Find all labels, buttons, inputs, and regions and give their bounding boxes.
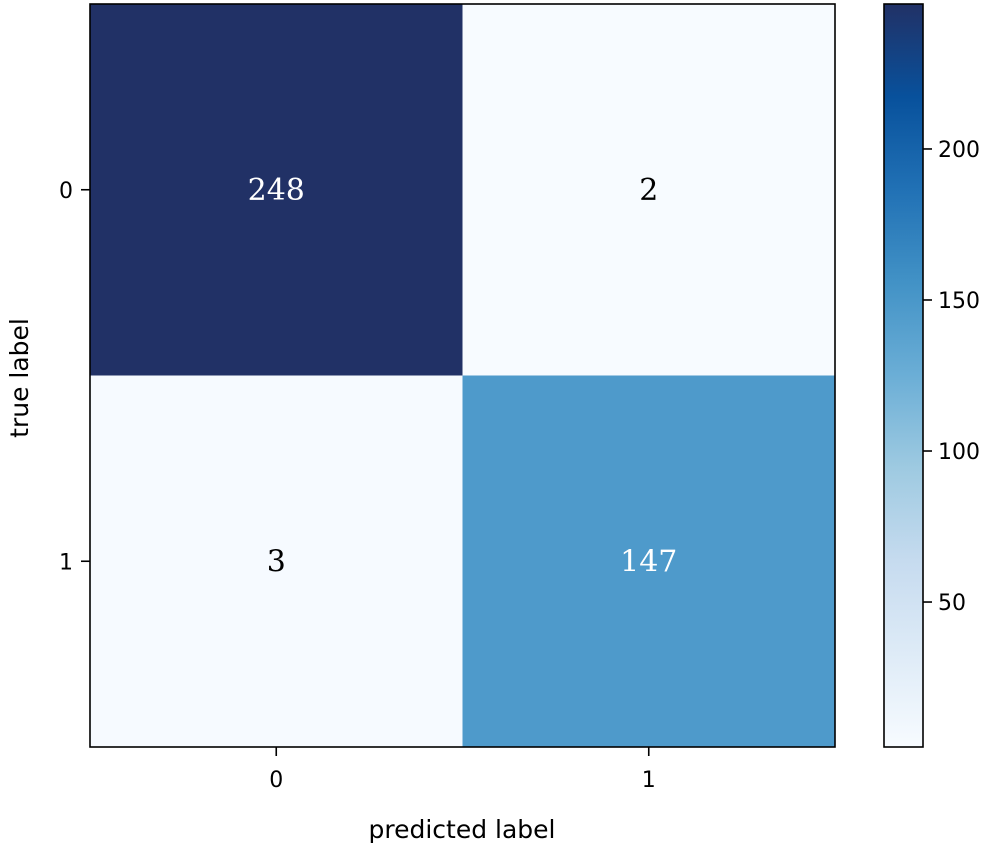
colorbar-frame	[883, 3, 924, 748]
colorbar-tick-label-3: 200	[938, 138, 980, 163]
y-axis-title: true label	[5, 318, 34, 438]
heatmap-cell-0-0	[90, 4, 463, 376]
cell-value-label-1-0: 3	[267, 544, 286, 579]
cell-value-label-1-1: 147	[620, 544, 677, 579]
plot-frame	[89, 3, 836, 748]
colorbar-tick-label-0: 50	[938, 591, 966, 616]
cell-value-label-0-1: 2	[639, 173, 658, 208]
colorbar-ticks: 50 100 150 200	[923, 138, 980, 616]
heatmap-cell-0-1	[462, 4, 836, 376]
cell-value-label-0-0: 248	[248, 173, 305, 208]
x-tick-label-0: 0	[269, 768, 283, 793]
x-tick-label-1: 1	[642, 768, 656, 793]
x-axis-title: predicted label	[369, 815, 556, 844]
y-tick-label-1: 1	[59, 550, 73, 575]
y-axis-ticks: 01	[59, 179, 90, 575]
heatmap-cell-1-1	[462, 375, 836, 748]
y-tick-label-0: 0	[59, 179, 73, 204]
heatmap-cells	[90, 4, 836, 748]
colorbar-tick-label-1: 100	[938, 440, 980, 465]
colorbar	[884, 4, 923, 747]
heatmap-cell-1-0	[90, 375, 463, 748]
heatmap-cell-labels: 248 2 3 147	[248, 173, 678, 580]
colorbar-tick-label-2: 150	[938, 289, 980, 314]
